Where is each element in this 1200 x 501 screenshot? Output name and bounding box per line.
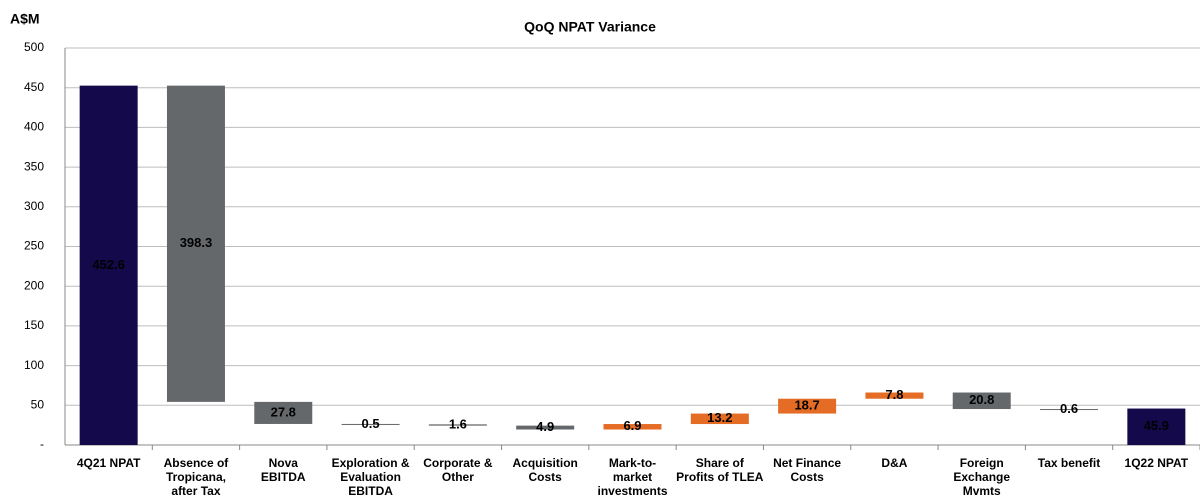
value-label: 6.9 <box>623 418 641 433</box>
x-tick-label: Absence of Tropicana, after Tax <box>164 456 230 498</box>
y-tick-label: - <box>40 437 44 451</box>
y-tick-label: 400 <box>24 120 44 134</box>
y-tick-label: 50 <box>31 397 45 411</box>
value-label: 45.9 <box>1144 418 1169 433</box>
bar <box>1127 408 1186 445</box>
bar <box>865 392 924 399</box>
value-label: 18.7 <box>794 398 819 413</box>
bar <box>166 85 225 402</box>
value-label: 0.5 <box>362 416 380 431</box>
value-label: 27.8 <box>271 404 296 419</box>
y-tick-label: 500 <box>24 40 44 54</box>
x-tick-label: Exploration & Evaluation EBITDA <box>332 456 410 498</box>
bar <box>516 425 575 430</box>
bar <box>341 423 400 425</box>
bar <box>778 398 837 414</box>
value-label: 13.2 <box>707 410 732 425</box>
x-tick-label: Mark-to-market investments <box>597 456 667 498</box>
x-tick-label: Tax benefit <box>1038 456 1100 470</box>
x-tick-label: Acquisition Costs <box>513 456 578 484</box>
y-tick-label: 150 <box>24 318 44 332</box>
y-tick-label: 200 <box>24 278 44 292</box>
y-tick-label: 300 <box>24 199 44 213</box>
chart-title: QoQ NPAT Variance <box>524 19 656 35</box>
bar <box>254 401 313 424</box>
y-tick-label: 250 <box>24 239 44 253</box>
value-label: 1.6 <box>449 416 467 431</box>
bar <box>1040 409 1099 411</box>
bar <box>690 413 749 425</box>
bar <box>428 424 487 426</box>
value-label: 4.9 <box>536 419 554 434</box>
value-label: 398.3 <box>180 235 213 250</box>
value-label: 452.6 <box>92 257 125 272</box>
x-tick-label: 1Q22 NPAT <box>1125 456 1189 470</box>
y-axis-label: A$M <box>10 11 40 27</box>
y-tick-label: 100 <box>24 358 44 372</box>
x-tick-label: D&A <box>881 456 907 470</box>
x-tick-label: Nova EBITDA <box>261 456 306 484</box>
value-label: 20.8 <box>969 392 994 407</box>
y-tick-label: 350 <box>24 159 44 173</box>
y-tick-label: 450 <box>24 80 44 94</box>
x-tick-label: Foreign Exchange Mvmts <box>953 456 1010 498</box>
bar <box>79 85 138 446</box>
x-tick-label: Share of Profits of TLEA <box>676 456 764 484</box>
x-tick-label: Corporate & Other <box>423 456 493 484</box>
value-label: 0.6 <box>1060 401 1078 416</box>
x-tick-label: 4Q21 NPAT <box>77 456 141 470</box>
value-label: 7.8 <box>885 387 903 402</box>
bar <box>952 392 1011 410</box>
x-tick-label: Net Finance Costs <box>773 456 841 484</box>
bar <box>603 424 662 430</box>
